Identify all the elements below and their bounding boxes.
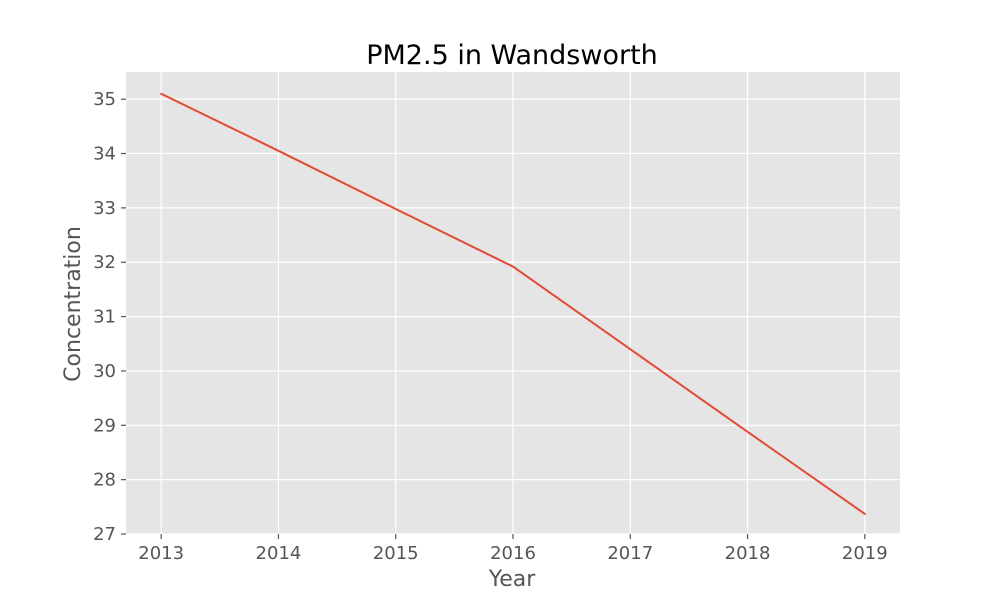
series-layer	[160, 92, 866, 515]
x-axis-ticks: 2013 2014 2015 2016 2017 2018 2019	[138, 534, 888, 564]
x-tick-label: 2016	[490, 543, 536, 564]
y-tick-label: 32	[93, 252, 116, 273]
y-tick-label: 35	[93, 89, 116, 110]
y-tick-label: 34	[93, 144, 116, 165]
x-tick-label: 2014	[256, 543, 302, 564]
x-tick-label: 2015	[373, 543, 419, 564]
y-tick-label: 33	[93, 198, 116, 219]
y-axis-label: Concentration	[61, 226, 86, 382]
x-tick-label: 2017	[607, 543, 653, 564]
y-tick-label: 31	[93, 307, 116, 328]
x-tick-label: 2018	[725, 543, 771, 564]
chart-title: PM2.5 in Wandsworth	[366, 40, 658, 71]
x-tick-label: 2019	[842, 543, 888, 564]
y-axis-ticks: 27 28 29 30 31 32 33 34 35	[93, 89, 126, 545]
y-tick-label: 28	[93, 470, 116, 491]
grid-lines	[126, 72, 900, 535]
x-axis-label: Year	[488, 567, 537, 592]
y-tick-label: 30	[93, 361, 116, 382]
x-tick-label: 2013	[138, 543, 184, 564]
y-tick-label: 27	[93, 524, 116, 545]
y-tick-label: 29	[93, 415, 116, 436]
series-line	[160, 92, 866, 515]
